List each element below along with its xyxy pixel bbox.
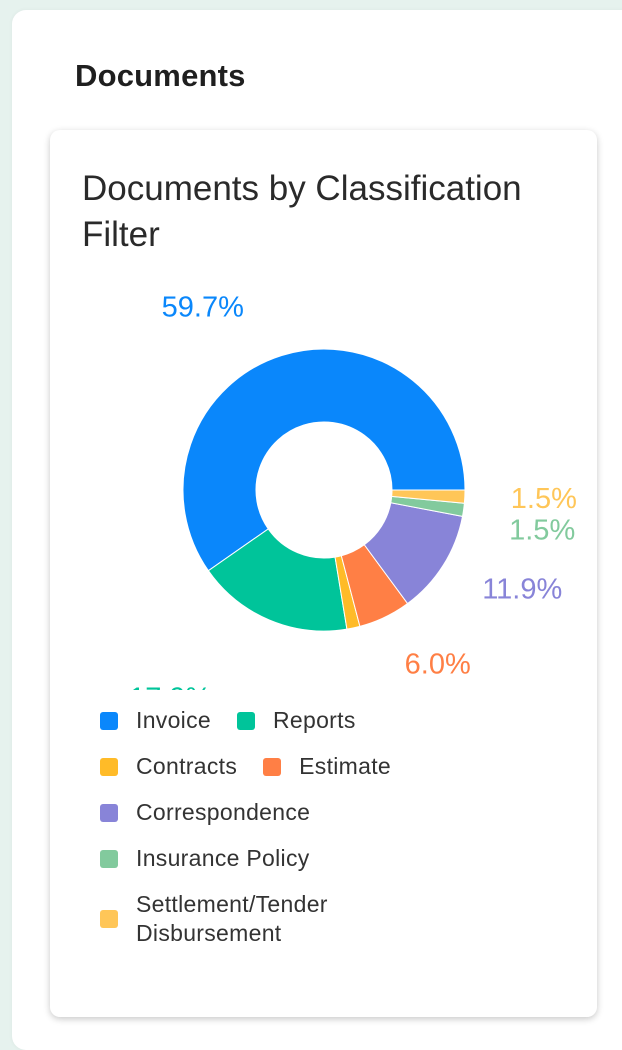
donut-chart: 59.7%17.9%1.5%6.0%11.9%1.5%1.5% <box>129 292 577 690</box>
data-label-correspondence: 11.9% <box>482 574 562 606</box>
legend-swatch-reports <box>236 711 255 730</box>
slice-invoice[interactable] <box>182 348 466 572</box>
legend-row: Correspondence <box>100 798 540 827</box>
data-label-settlement-tender-disbursement: 1.5% <box>511 483 577 515</box>
legend-row: Settlement/Tender Disbursement <box>100 890 540 948</box>
labels-group: 59.7%17.9%1.5%6.0%11.9%1.5%1.5% <box>129 292 577 690</box>
data-label-reports: 17.9% <box>129 682 211 690</box>
legend-row: Invoice Reports <box>100 706 540 735</box>
legend-swatch-settlement <box>100 910 118 928</box>
legend-item-settlement[interactable]: Settlement/Tender Disbursement <box>100 890 396 948</box>
legend-item-invoice[interactable]: Invoice <box>100 706 211 735</box>
legend-item-correspondence[interactable]: Correspondence <box>100 798 310 827</box>
legend-label-insurance-policy: Insurance Policy <box>136 845 310 871</box>
slice-settlement-tender-disbursement[interactable] <box>391 489 466 504</box>
legend-swatch-invoice <box>100 711 118 730</box>
data-label-estimate: 6.0% <box>405 649 471 681</box>
legend-label-invoice: Invoice <box>136 707 211 733</box>
legend-item-contracts[interactable]: Contracts <box>100 752 237 781</box>
legend-item-estimate[interactable]: Estimate <box>263 752 391 781</box>
data-label-invoice: 59.7% <box>162 292 244 324</box>
legend-item-reports[interactable]: Reports <box>236 706 356 735</box>
legend-row: Insurance Policy <box>100 844 540 873</box>
chart-legend: Invoice Reports Contracts Estimate Corre… <box>100 706 540 965</box>
legend-label-settlement: Settlement/Tender Disbursement <box>136 891 328 946</box>
legend-label-reports: Reports <box>272 707 356 733</box>
data-label-insurance-policy: 1.5% <box>509 514 575 546</box>
legend-label-contracts: Contracts <box>136 753 238 779</box>
legend-row: Contracts Estimate <box>100 752 540 781</box>
section-title: Documents <box>75 58 246 93</box>
classification-chart-card: Documents by Classification Filter 59.7%… <box>50 130 597 1017</box>
chart-title: Documents by Classification Filter <box>82 169 522 254</box>
legend-label-estimate: Estimate <box>299 753 391 779</box>
slice-reports[interactable] <box>207 528 348 632</box>
legend-swatch-insurance-policy <box>100 849 118 868</box>
legend-swatch-contracts <box>100 757 118 776</box>
slices-group <box>182 348 466 632</box>
legend-item-insurance-policy[interactable]: Insurance Policy <box>100 844 310 873</box>
legend-label-correspondence: Correspondence <box>136 799 311 825</box>
legend-swatch-estimate <box>263 757 282 776</box>
legend-swatch-correspondence <box>100 803 118 822</box>
